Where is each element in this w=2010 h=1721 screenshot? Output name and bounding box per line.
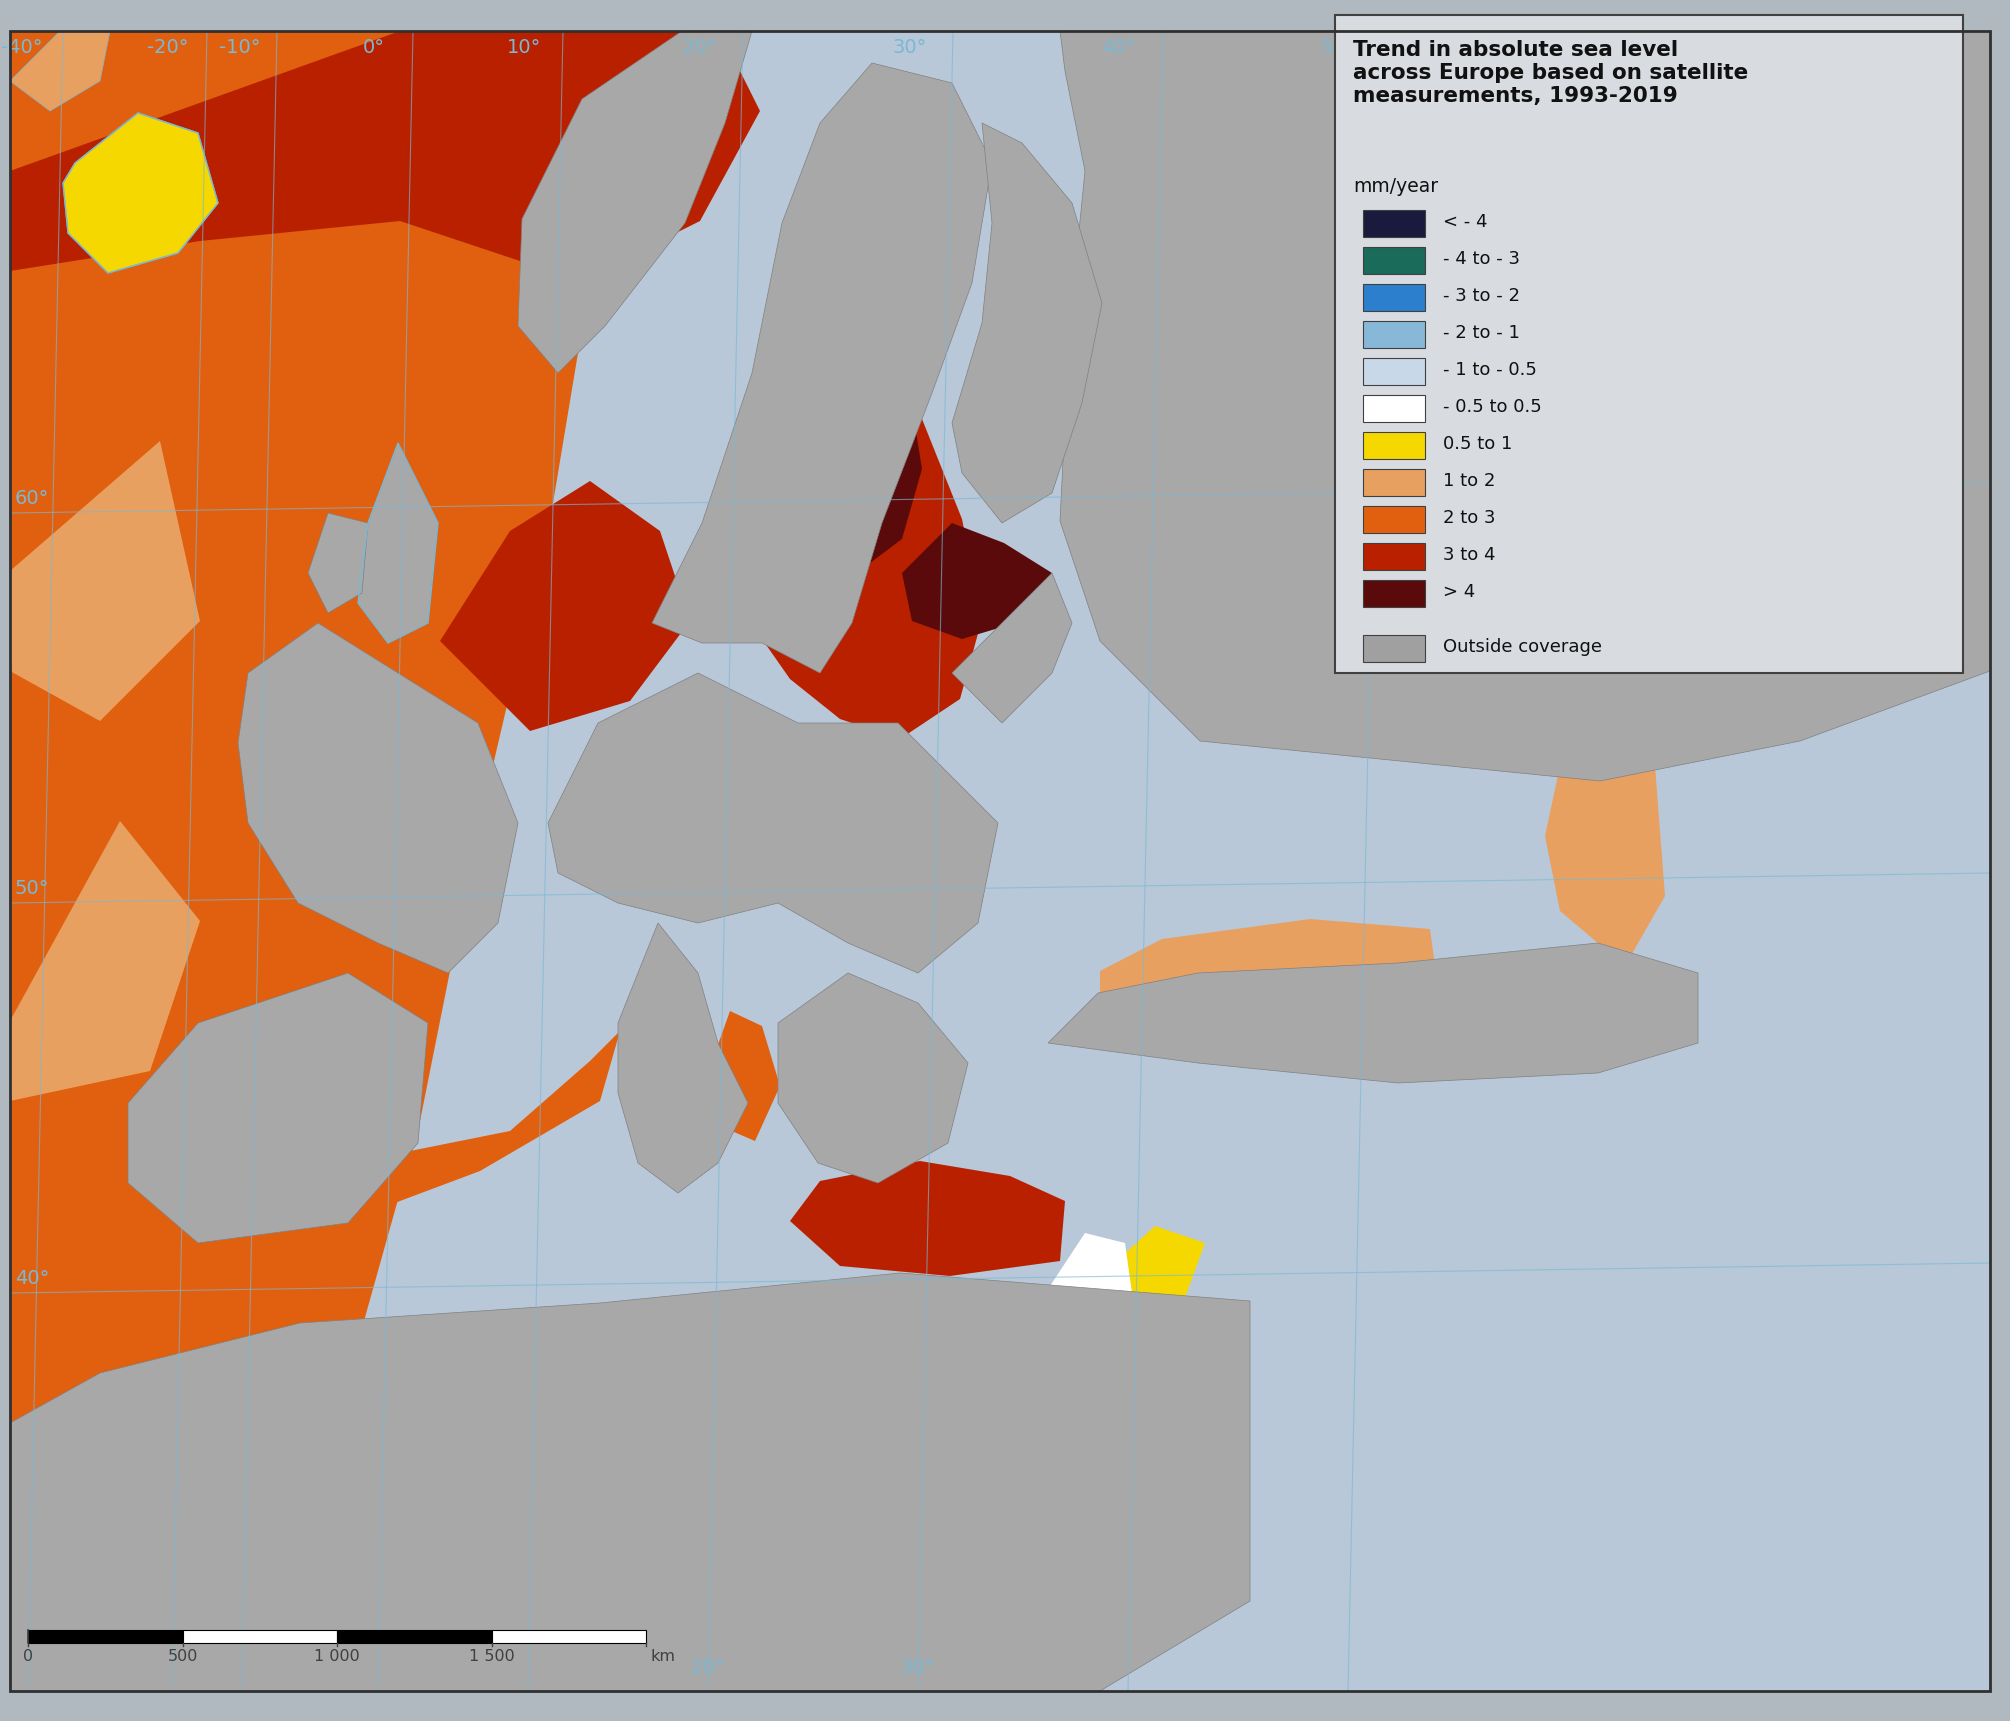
Bar	[1363, 358, 1425, 384]
Text: 2 to 3: 2 to 3	[1443, 509, 1495, 527]
Bar	[28, 1630, 183, 1644]
Text: - 0.5 to 0.5: - 0.5 to 0.5	[1443, 398, 1542, 416]
Bar	[1363, 468, 1425, 496]
Polygon shape	[651, 64, 993, 673]
Polygon shape	[129, 972, 428, 1243]
Text: - 1 to - 0.5: - 1 to - 0.5	[1443, 361, 1538, 379]
Text: 0.5 to 1: 0.5 to 1	[1443, 435, 1512, 453]
Polygon shape	[62, 114, 217, 274]
Text: 50°: 50°	[1321, 38, 1355, 57]
Polygon shape	[902, 523, 1051, 638]
Polygon shape	[10, 31, 601, 1692]
Polygon shape	[10, 31, 111, 110]
Text: km: km	[651, 1649, 675, 1664]
Polygon shape	[440, 480, 689, 731]
Text: 30°: 30°	[900, 1657, 935, 1676]
Polygon shape	[10, 31, 750, 270]
Polygon shape	[10, 441, 201, 721]
Text: - 3 to - 2: - 3 to - 2	[1443, 287, 1520, 305]
Text: -10°: -10°	[219, 38, 261, 57]
Text: Outside coverage: Outside coverage	[1443, 638, 1602, 656]
Polygon shape	[762, 367, 983, 738]
Text: Trend in absolute sea level
across Europe based on satellite
measurements, 1993-: Trend in absolute sea level across Europ…	[1353, 40, 1749, 107]
Text: > 4: > 4	[1443, 583, 1475, 601]
Bar	[1363, 210, 1425, 236]
Text: 1 000: 1 000	[314, 1649, 360, 1664]
Text: < - 4: < - 4	[1443, 213, 1487, 231]
Bar	[1363, 284, 1425, 310]
Text: 3 to 4: 3 to 4	[1443, 546, 1495, 564]
Polygon shape	[519, 31, 752, 373]
Text: -20°: -20°	[147, 38, 189, 57]
Text: 40°: 40°	[1101, 38, 1136, 57]
Bar	[1363, 580, 1425, 606]
Polygon shape	[308, 513, 368, 613]
FancyBboxPatch shape	[1335, 15, 1964, 673]
Polygon shape	[953, 122, 1101, 523]
Polygon shape	[1099, 919, 1439, 1043]
Text: -40°: -40°	[2, 38, 42, 57]
Polygon shape	[953, 573, 1071, 723]
Polygon shape	[1099, 1225, 1206, 1313]
Text: 40°: 40°	[14, 1268, 50, 1287]
Text: 10°: 10°	[507, 38, 541, 57]
Polygon shape	[1059, 31, 1990, 781]
Polygon shape	[237, 623, 519, 972]
Polygon shape	[360, 31, 760, 281]
Polygon shape	[778, 972, 969, 1182]
Polygon shape	[1546, 716, 1664, 965]
Bar	[1363, 506, 1425, 532]
Text: 0: 0	[22, 1649, 32, 1664]
Text: 60°: 60°	[14, 489, 50, 508]
Polygon shape	[706, 1010, 780, 1141]
Text: 0°: 0°	[364, 38, 386, 57]
Bar	[338, 1630, 492, 1644]
Bar	[183, 1630, 338, 1644]
Text: - 2 to - 1: - 2 to - 1	[1443, 324, 1520, 342]
Polygon shape	[617, 922, 748, 1193]
Polygon shape	[1049, 1232, 1132, 1323]
Bar	[1363, 246, 1425, 274]
Text: 20°: 20°	[691, 1657, 726, 1676]
Text: - 4 to - 3: - 4 to - 3	[1443, 250, 1520, 268]
Text: mm/year: mm/year	[1353, 177, 1437, 196]
Bar	[492, 1630, 645, 1644]
Polygon shape	[549, 673, 999, 972]
Bar	[1363, 432, 1425, 458]
Bar	[1363, 635, 1425, 661]
Polygon shape	[10, 1274, 1250, 1692]
Text: 30°: 30°	[892, 38, 927, 57]
Polygon shape	[800, 336, 923, 570]
Polygon shape	[1047, 943, 1698, 1083]
Polygon shape	[790, 1162, 1065, 1275]
Bar	[1363, 394, 1425, 422]
Text: 500: 500	[167, 1649, 197, 1664]
Polygon shape	[1550, 31, 1990, 721]
Bar	[1363, 542, 1425, 570]
Polygon shape	[171, 952, 410, 1151]
Text: 50°: 50°	[14, 878, 50, 897]
Polygon shape	[10, 821, 201, 1101]
Polygon shape	[1061, 1303, 1232, 1423]
Bar	[1363, 320, 1425, 348]
Text: 1 500: 1 500	[468, 1649, 515, 1664]
Text: 1 to 2: 1 to 2	[1443, 472, 1495, 490]
Polygon shape	[358, 442, 438, 644]
Text: 20°: 20°	[683, 38, 718, 57]
Polygon shape	[141, 1031, 619, 1251]
